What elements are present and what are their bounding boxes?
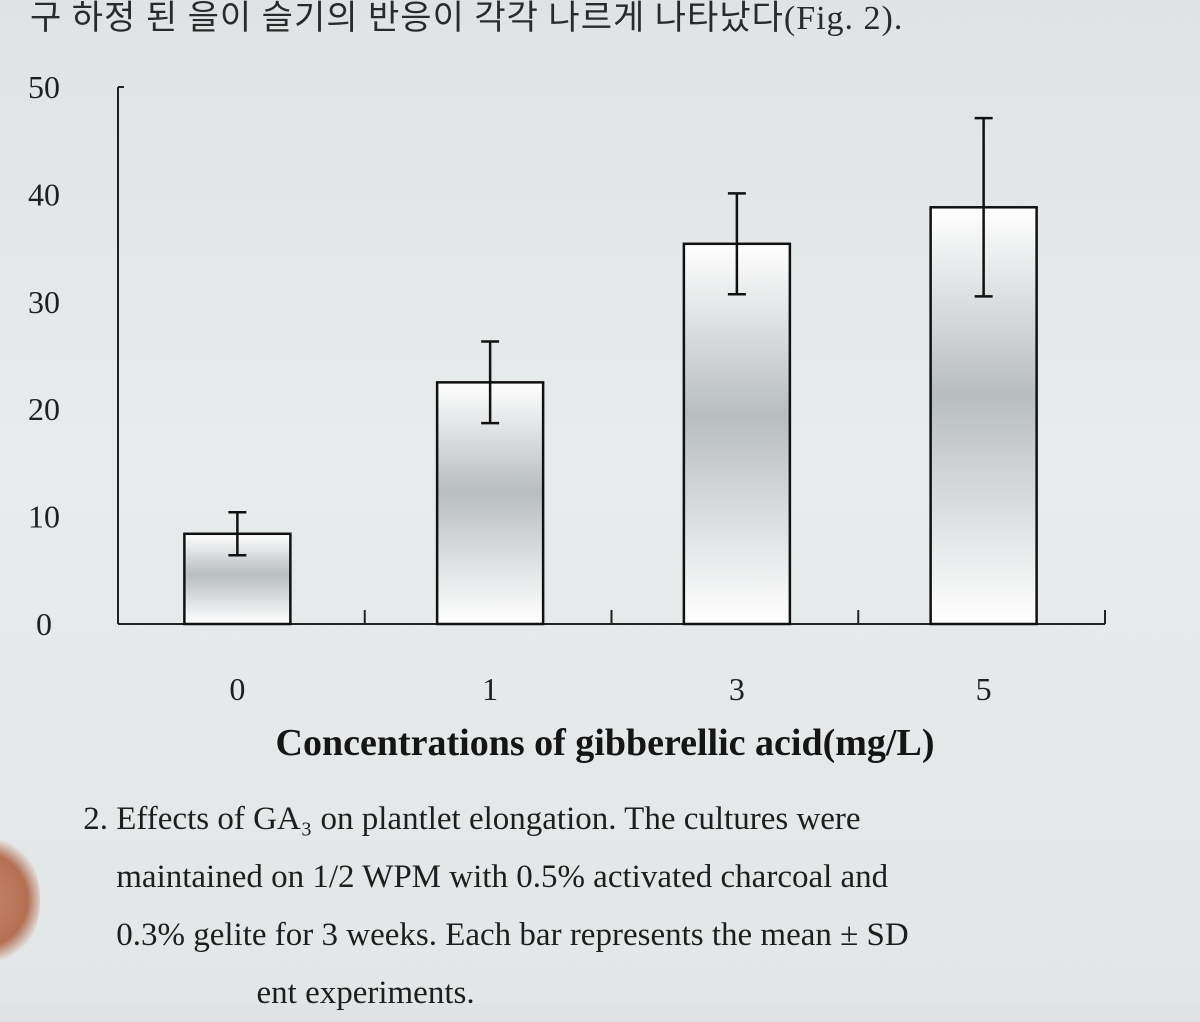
bar [682, 242, 792, 626]
caption-line: 2. Effects of GA₃ on plantlet elongation… [30, 790, 1180, 848]
caption-text-2: maintained on 1/2 WPM with 0.5% activate… [116, 859, 889, 895]
y-tick-label: 10 [28, 499, 60, 535]
x-tick-label: 1 [482, 671, 498, 707]
y-tick-label: 0 [36, 606, 52, 642]
y-tick-label: 30 [28, 284, 60, 320]
caption-line: 0.3% gelite for 3 weeks. Each bar repres… [30, 906, 1180, 964]
caption-text-1: Effects of GA₃ on plantlet elongation. T… [116, 801, 861, 837]
x-axis-title: Concentrations of gibberellic acid(mg/L) [276, 722, 935, 764]
x-tick-labels: 0 1 3 5 [229, 671, 991, 707]
caption-text-3: 0.3% gelite for 3 weeks. Each bar repres… [116, 917, 909, 953]
y-tick-label: 40 [28, 176, 60, 212]
x-tick-label: 0 [229, 671, 245, 707]
y-tick-label: 20 [28, 391, 60, 427]
caption-number: 2. [83, 801, 108, 837]
caption-line: maintained on 1/2 WPM with 0.5% activate… [30, 848, 1180, 906]
y-tick-label: 50 [28, 69, 60, 105]
caption-line: ent experiments. [30, 964, 1180, 1022]
y-tick-labels: 0 10 20 30 40 50 [28, 69, 60, 642]
x-tick-label: 3 [729, 671, 745, 707]
figure-caption: 2. Effects of GA₃ on plantlet elongation… [30, 790, 1180, 1022]
caption-text-4: ent experiments. [116, 975, 475, 1011]
korean-text-line: 구 하정 된 을이 슬기의 반응이 각각 나르게 나타났다(Fig. 2). [30, 0, 904, 37]
chart-error-bars [228, 116, 993, 557]
x-tick-label: 5 [976, 671, 992, 707]
chart-bars [183, 206, 1038, 626]
bar-chart: 0 10 20 30 40 50 0 1 3 5 Concentrations of gibbe… [28, 69, 1106, 764]
